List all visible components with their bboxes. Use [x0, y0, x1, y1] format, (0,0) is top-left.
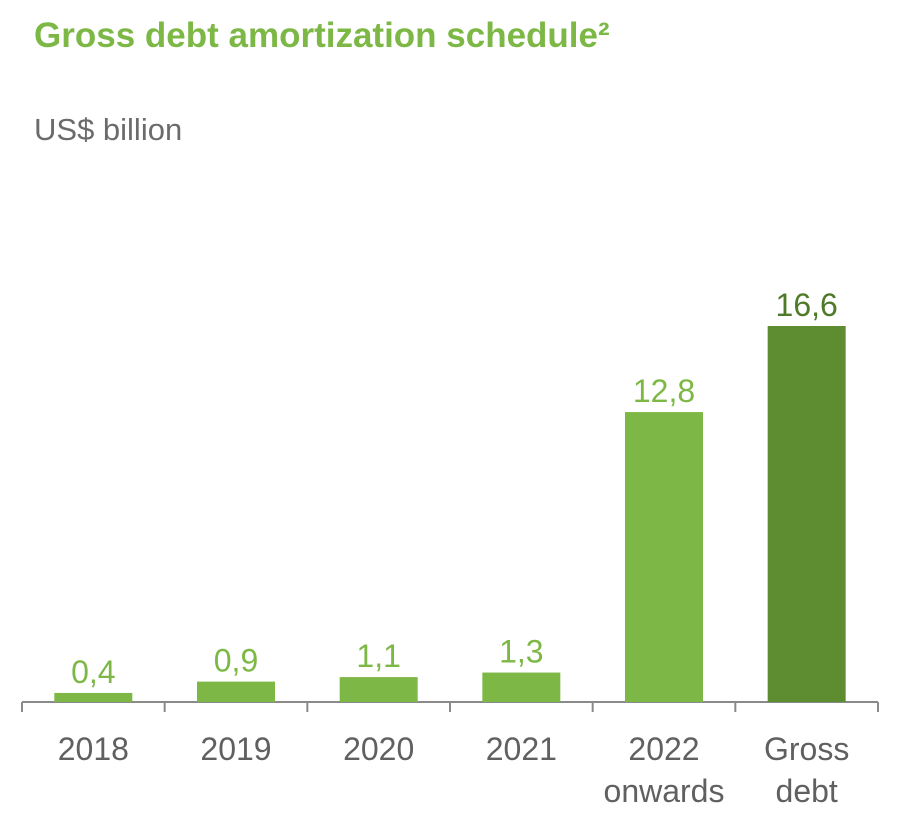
x-tick-label: 2019: [200, 731, 271, 767]
data-label: 1,3: [499, 634, 543, 670]
bar: [625, 412, 703, 702]
bar: [767, 326, 846, 702]
data-label: 16,6: [776, 287, 838, 323]
bar: [197, 681, 275, 702]
data-label: 1,1: [356, 638, 400, 674]
x-tick-label: Gross: [764, 731, 849, 767]
x-tick-label: 2021: [486, 731, 557, 767]
chart-subtitle: US$ billion: [34, 112, 183, 147]
bar: [54, 692, 133, 702]
x-tick-label: 2018: [58, 731, 129, 767]
x-tick-label: debt: [776, 773, 838, 809]
bar: [339, 677, 418, 702]
data-label: 0,4: [71, 654, 115, 690]
chart-title: Gross debt amortization schedule²: [34, 16, 610, 55]
data-label: 12,8: [633, 373, 695, 409]
data-label: 0,9: [214, 643, 258, 679]
x-tick-label: 2022: [628, 731, 699, 767]
x-tick-label: onwards: [604, 773, 725, 809]
x-tick-label: 2020: [343, 731, 414, 767]
bar: [482, 672, 561, 702]
